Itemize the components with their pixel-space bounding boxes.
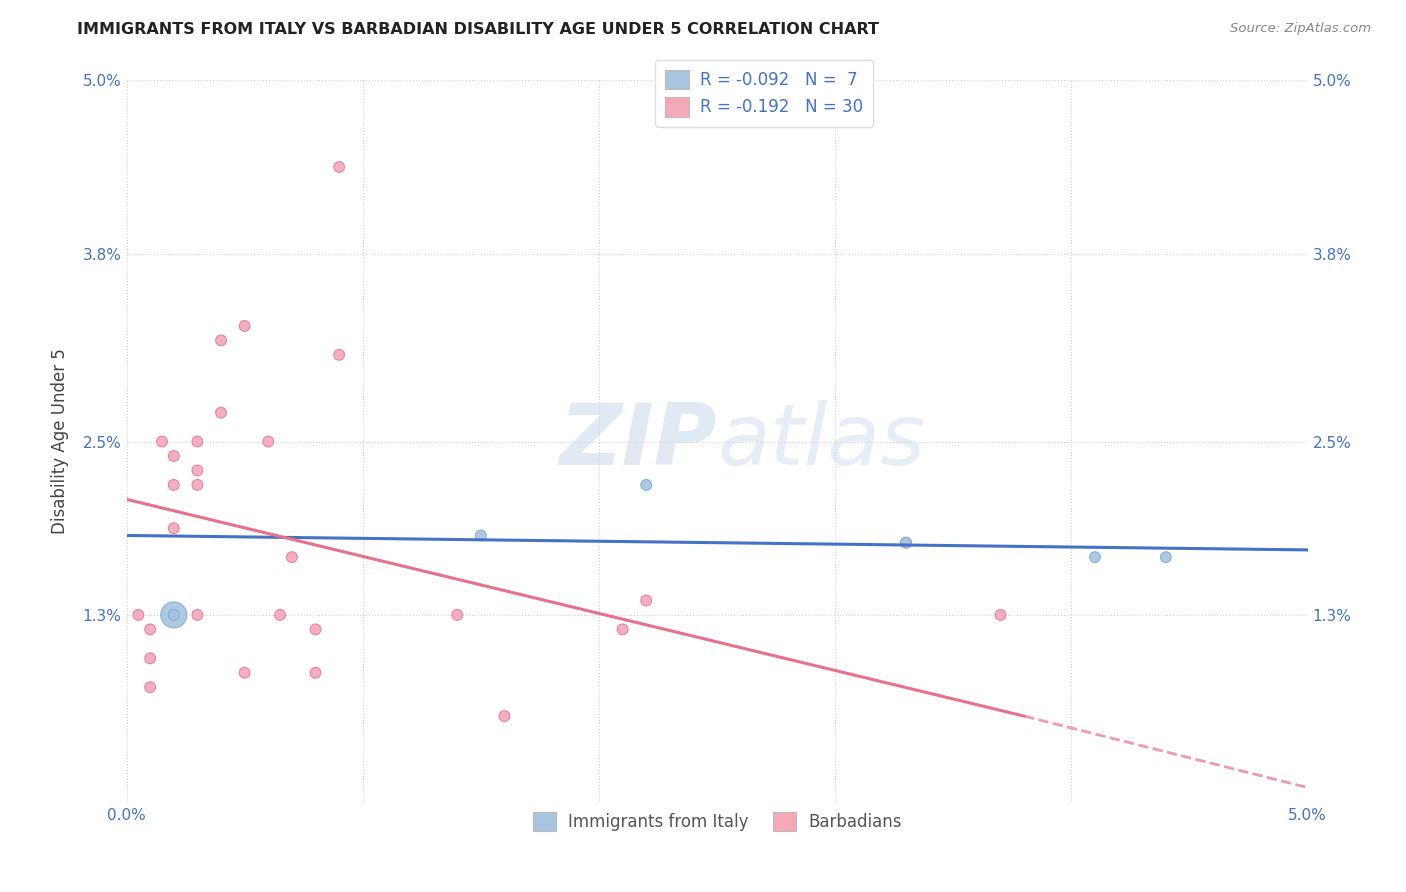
- Point: [1084, 550, 1107, 565]
- Point: [612, 623, 634, 637]
- Point: [163, 521, 186, 535]
- Point: [894, 535, 917, 549]
- Point: [304, 665, 326, 680]
- Point: [281, 550, 304, 565]
- Point: [446, 607, 468, 622]
- Point: [186, 607, 208, 622]
- Point: [636, 593, 658, 607]
- Point: [894, 535, 917, 549]
- Point: [470, 528, 492, 542]
- Point: [257, 434, 280, 449]
- Point: [269, 607, 291, 622]
- Point: [186, 463, 208, 477]
- Point: [163, 607, 186, 622]
- Point: [163, 449, 186, 463]
- Text: ZIP: ZIP: [560, 400, 717, 483]
- Point: [304, 623, 326, 637]
- Point: [150, 434, 173, 449]
- Legend: Immigrants from Italy, Barbadians: Immigrants from Italy, Barbadians: [526, 805, 908, 838]
- Point: [209, 406, 232, 420]
- Point: [328, 160, 350, 174]
- Point: [139, 623, 162, 637]
- Point: [163, 607, 186, 622]
- Point: [163, 607, 186, 622]
- Point: [1154, 550, 1177, 565]
- Point: [163, 478, 186, 492]
- Point: [328, 348, 350, 362]
- Point: [186, 478, 208, 492]
- Text: atlas: atlas: [717, 400, 925, 483]
- Point: [990, 607, 1012, 622]
- Y-axis label: Disability Age Under 5: Disability Age Under 5: [51, 349, 69, 534]
- Point: [139, 680, 162, 694]
- Point: [139, 651, 162, 665]
- Point: [233, 318, 256, 333]
- Point: [494, 709, 516, 723]
- Point: [233, 665, 256, 680]
- Point: [186, 434, 208, 449]
- Point: [209, 334, 232, 348]
- Text: IMMIGRANTS FROM ITALY VS BARBADIAN DISABILITY AGE UNDER 5 CORRELATION CHART: IMMIGRANTS FROM ITALY VS BARBADIAN DISAB…: [77, 22, 879, 37]
- Text: Source: ZipAtlas.com: Source: ZipAtlas.com: [1230, 22, 1371, 36]
- Point: [127, 607, 149, 622]
- Point: [636, 478, 658, 492]
